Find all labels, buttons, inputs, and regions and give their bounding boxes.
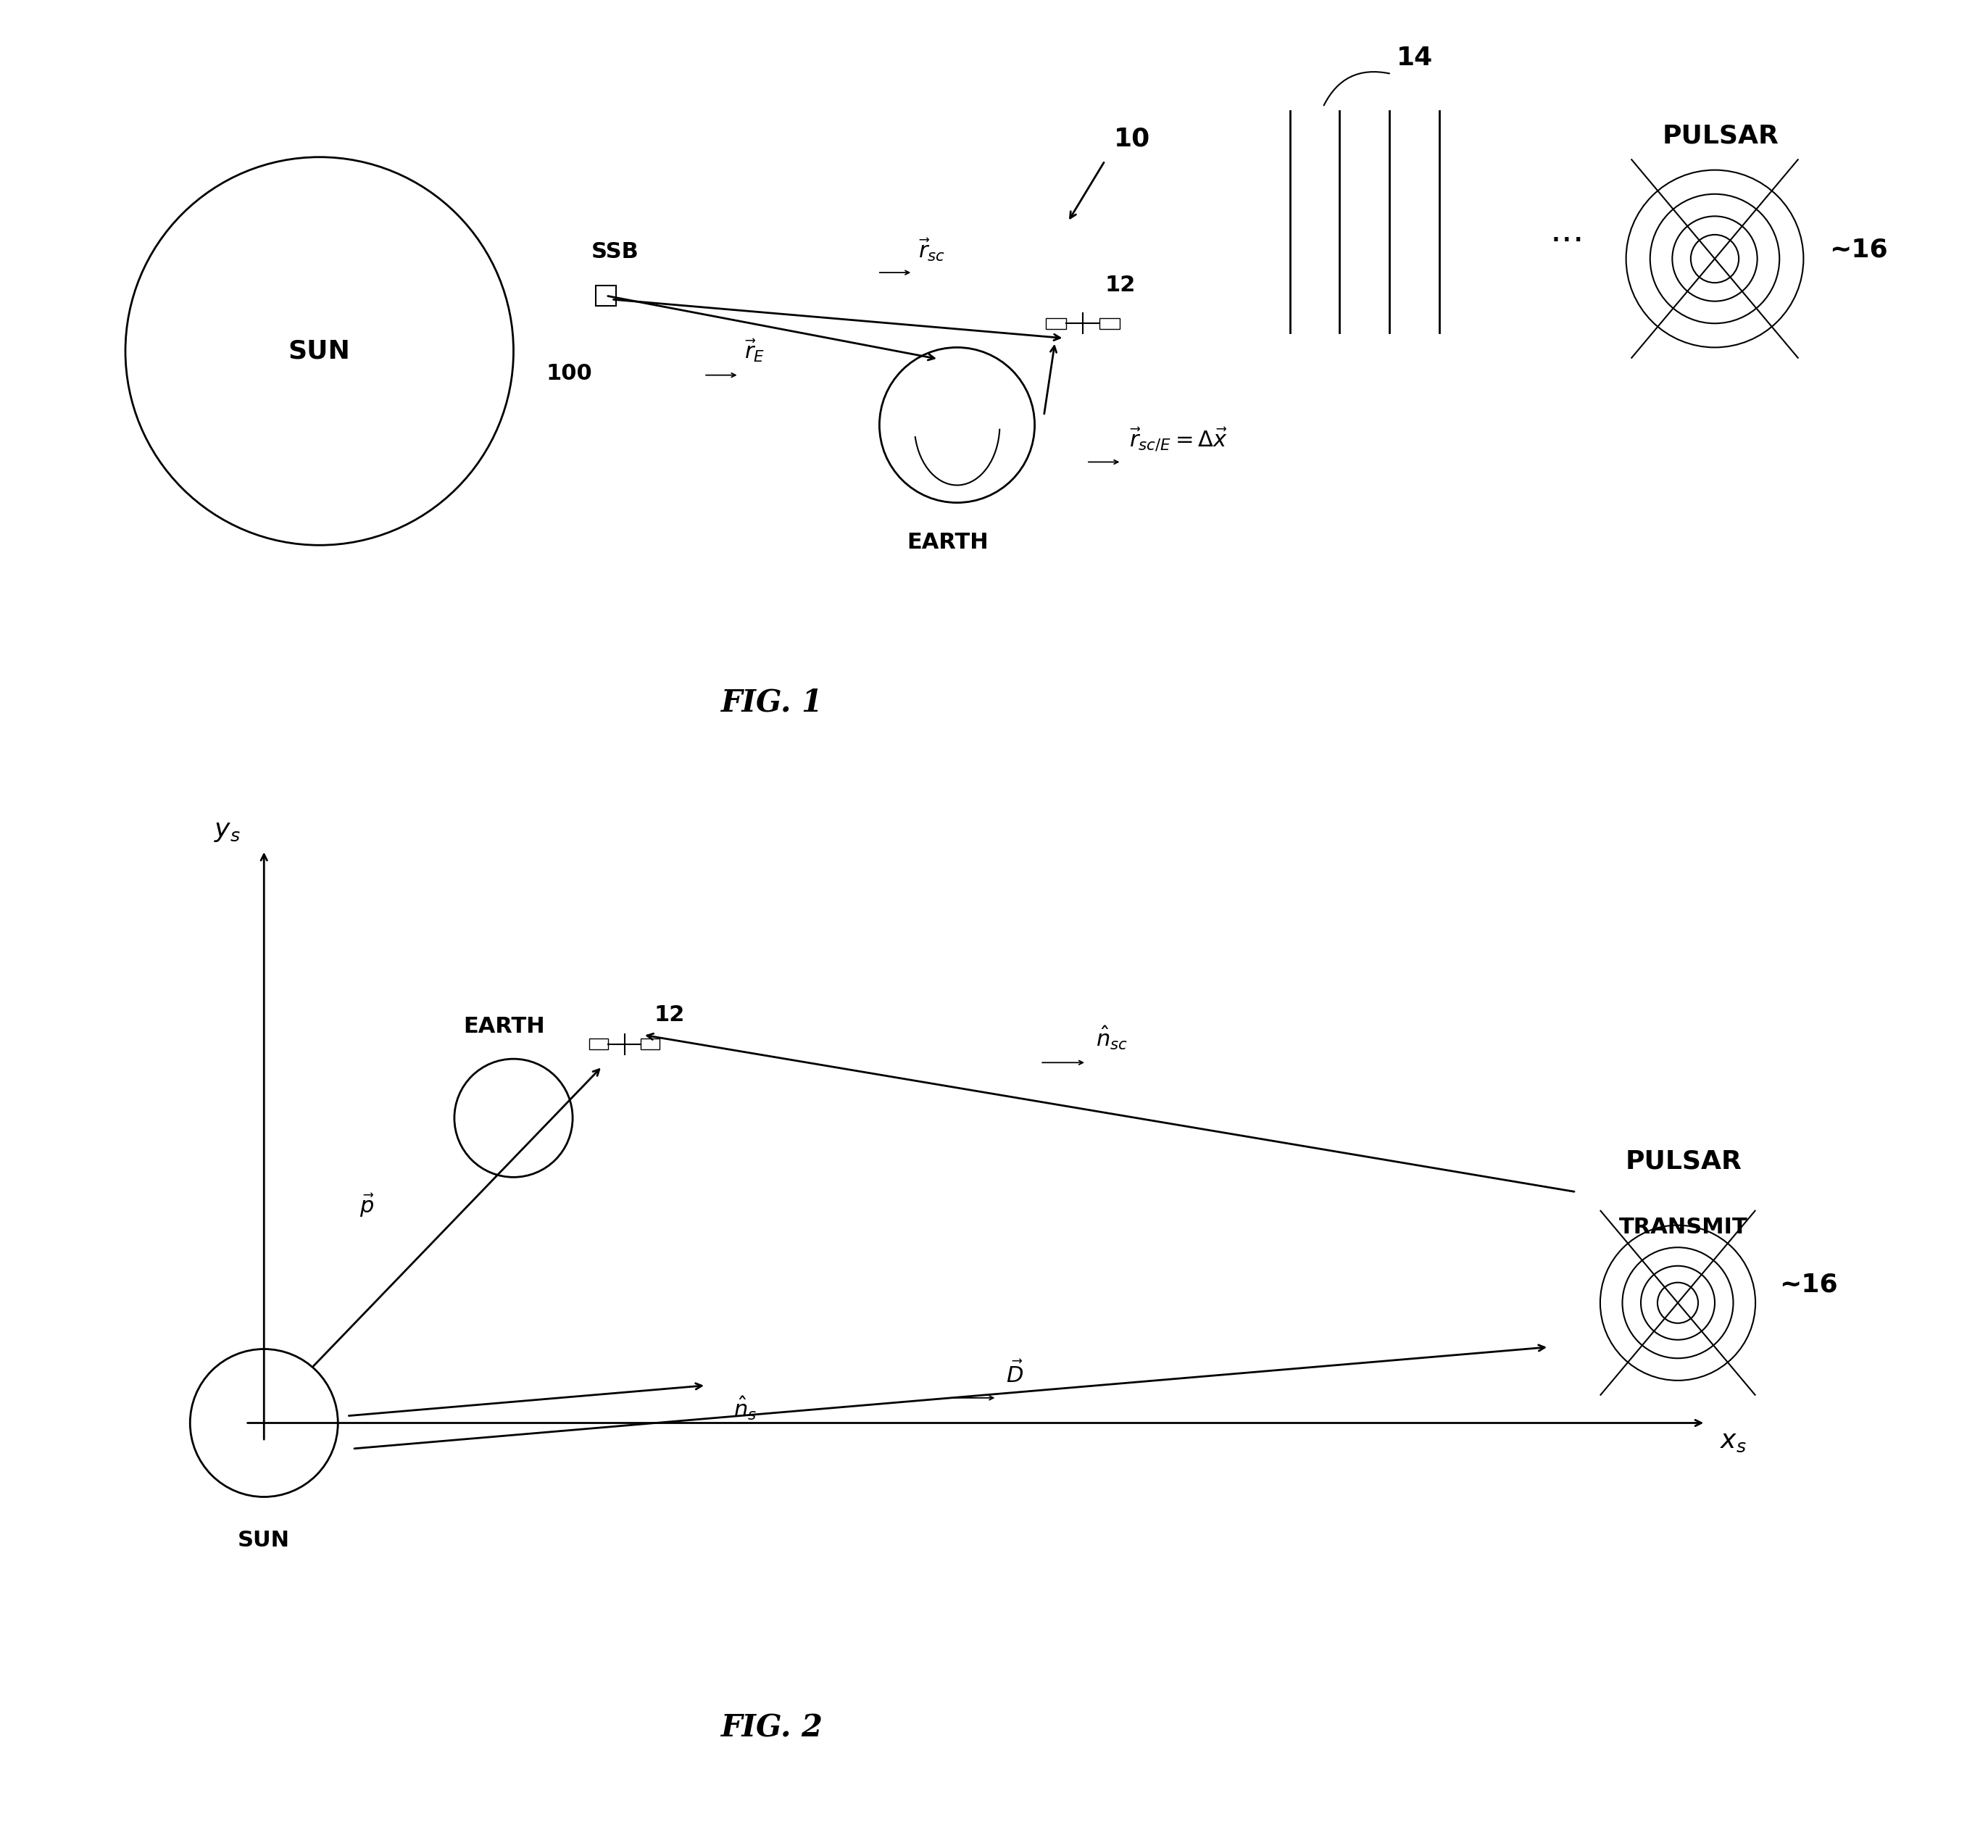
Bar xyxy=(588,1039,608,1050)
Bar xyxy=(1099,318,1119,329)
Text: 100: 100 xyxy=(547,362,592,384)
Text: SSB: SSB xyxy=(590,242,638,262)
Text: ~16: ~16 xyxy=(1779,1271,1837,1297)
Text: $\vec{p}$: $\vec{p}$ xyxy=(360,1192,374,1220)
Bar xyxy=(596,285,616,307)
Text: FIG. 2: FIG. 2 xyxy=(722,1713,823,1743)
Text: SUN: SUN xyxy=(239,1530,290,1550)
Text: 12: 12 xyxy=(654,1005,684,1026)
Text: $\vec{D}$: $\vec{D}$ xyxy=(1006,1360,1024,1386)
Text: EARTH: EARTH xyxy=(463,1016,545,1037)
Text: PULSAR: PULSAR xyxy=(1662,124,1779,148)
Circle shape xyxy=(455,1059,573,1177)
Text: 12: 12 xyxy=(1105,275,1135,296)
Text: $\vec{r}_E$: $\vec{r}_E$ xyxy=(744,338,765,364)
Text: $\hat{n}_{sc}$: $\hat{n}_{sc}$ xyxy=(1095,1024,1127,1052)
Text: SUN: SUN xyxy=(288,338,350,364)
Text: ~16: ~16 xyxy=(1829,237,1889,262)
Circle shape xyxy=(879,347,1034,503)
Text: FIG. 1: FIG. 1 xyxy=(722,687,823,717)
Text: 14: 14 xyxy=(1398,46,1433,70)
Text: $x_s$: $x_s$ xyxy=(1720,1429,1747,1454)
Text: TRANSMIT: TRANSMIT xyxy=(1618,1218,1747,1238)
Text: ...: ... xyxy=(1551,214,1584,248)
Text: $\vec{r}_{sc}$: $\vec{r}_{sc}$ xyxy=(918,237,946,264)
Text: $\hat{n}_s$: $\hat{n}_s$ xyxy=(734,1395,757,1421)
Text: $\vec{r}_{sc/E} = \Delta\vec{x}$: $\vec{r}_{sc/E} = \Delta\vec{x}$ xyxy=(1129,425,1227,453)
Bar xyxy=(1046,318,1066,329)
Text: PULSAR: PULSAR xyxy=(1624,1149,1741,1173)
Circle shape xyxy=(191,1349,338,1497)
Text: EARTH: EARTH xyxy=(907,532,988,553)
Text: $y_s$: $y_s$ xyxy=(213,819,241,845)
Bar xyxy=(640,1039,660,1050)
Text: 10: 10 xyxy=(1113,126,1151,152)
